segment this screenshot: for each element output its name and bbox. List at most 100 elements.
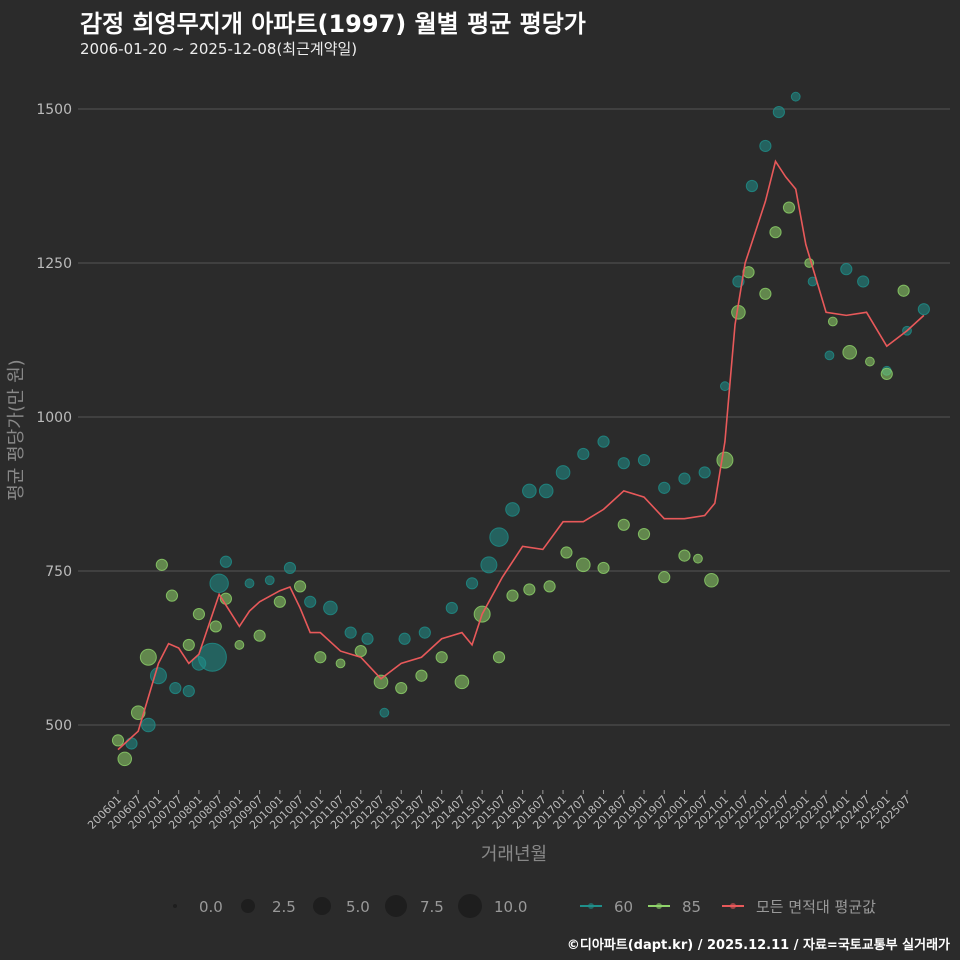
data-point-85 (506, 589, 519, 602)
data-point-85 (782, 201, 796, 214)
size-legend-circle (385, 895, 407, 917)
data-point-60 (219, 555, 232, 568)
data-point-85 (693, 553, 703, 564)
data-point-60 (149, 667, 167, 685)
size-legend-label: 2.5 (272, 898, 296, 916)
data-point-85 (139, 648, 157, 666)
y-ticks: 500 750 1000 1250 1500 (36, 102, 72, 734)
data-point-85 (617, 518, 630, 531)
data-point-85 (678, 549, 691, 562)
legend-dot (730, 903, 736, 909)
data-point-85 (637, 527, 651, 541)
data-point-85 (865, 356, 875, 367)
data-point-60 (745, 179, 758, 193)
y-tick-label: 1500 (36, 102, 72, 118)
size-legend-circle (241, 899, 255, 913)
data-point-85 (543, 580, 556, 593)
size-legend-circle (313, 897, 331, 915)
data-point-85 (704, 572, 719, 588)
data-point-85 (130, 705, 146, 720)
data-point-85 (192, 608, 206, 621)
data-point-85 (415, 669, 428, 682)
data-point-60 (418, 626, 431, 639)
data-point-85 (354, 644, 367, 658)
data-point-60 (445, 601, 458, 615)
data-point-60 (617, 457, 630, 470)
data-point-85 (253, 629, 266, 642)
data-point-60 (790, 91, 801, 102)
y-tick-label: 1250 (36, 256, 72, 272)
data-point-60 (323, 600, 338, 616)
data-point-60 (577, 447, 590, 461)
data-point-85 (716, 451, 734, 469)
data-point-60 (182, 685, 195, 698)
data-point-60 (720, 381, 730, 392)
size-legend-label: 5.0 (346, 898, 370, 916)
y-tick-label: 750 (45, 564, 72, 580)
legend-label: 60 (614, 898, 633, 916)
data-point-60 (538, 483, 554, 499)
data-point-85 (395, 681, 408, 695)
data-point-85 (155, 558, 168, 571)
data-point-60 (125, 737, 138, 750)
size-legend-label: 10.0 (494, 898, 527, 916)
data-point-60 (698, 466, 711, 479)
legend-label: 모든 면적대 평균값 (756, 898, 876, 916)
data-point-85 (842, 345, 857, 360)
data-point-85 (597, 561, 610, 575)
x-ticks: 2006012006072007012007072008012008072009… (85, 790, 913, 832)
legend-label: 85 (682, 898, 701, 916)
data-point-60 (772, 105, 785, 119)
data-point-85 (658, 571, 671, 584)
gridlines (78, 108, 950, 726)
data-point-60 (465, 577, 479, 590)
data-point-60 (304, 595, 317, 608)
data-point-85 (314, 651, 327, 664)
y-tick-label: 500 (45, 718, 72, 734)
data-point-60 (522, 483, 537, 499)
data-point-85 (373, 674, 389, 690)
data-point-60 (489, 527, 509, 547)
data-point-85 (234, 640, 245, 650)
data-point-60 (597, 435, 610, 448)
caption: ©디아파트(dapt.kr) / 2025.12.11 / 자료=국토교통부 실… (566, 938, 950, 953)
data-point-60 (678, 472, 691, 485)
data-point-60 (283, 561, 297, 575)
data-point-85 (880, 367, 893, 380)
data-point-60 (398, 632, 411, 645)
data-point-85 (209, 620, 222, 633)
data-point-85 (897, 284, 910, 297)
x-axis-label: 거래년월 (481, 844, 547, 865)
data-point-60 (658, 481, 671, 494)
y-tick-label: 1000 (36, 410, 72, 426)
data-point-85 (165, 589, 179, 602)
data-point-85 (759, 287, 772, 300)
y-axis-label: 평균 평당가(만 원) (6, 359, 27, 500)
legend-dot (588, 903, 594, 909)
data-point-85 (827, 316, 838, 327)
data-point-85 (492, 651, 506, 664)
data-point-85 (273, 595, 286, 608)
data-point-60 (344, 626, 357, 639)
data-point-60 (857, 275, 870, 288)
data-point-85 (560, 546, 573, 559)
legend: 0.0 2.5 5.0 7.5 10.0 60 85 모든 면적대 평균값 (173, 894, 876, 918)
chart-subtitle: 2006-01-20 ~ 2025-12-08(최근계약일) (80, 40, 358, 58)
data-point-85 (335, 658, 346, 669)
scatter-points (111, 91, 930, 767)
data-point-60 (917, 303, 930, 316)
size-legend-label: 0.0 (199, 898, 223, 916)
data-point-60 (209, 573, 229, 594)
data-point-60 (141, 717, 156, 733)
chart-title: 감정 희영무지개 아파트(1997) 월별 평균 평당가 (80, 10, 586, 38)
data-point-85 (117, 751, 133, 767)
data-point-60 (555, 465, 571, 480)
data-point-60 (824, 350, 835, 361)
data-point-60 (505, 502, 520, 517)
data-point-85 (576, 557, 591, 573)
data-point-85 (435, 651, 448, 664)
size-legend-label: 7.5 (420, 898, 444, 916)
legend-dot (656, 903, 662, 909)
data-point-60 (379, 707, 390, 718)
size-legend-circle (458, 894, 482, 918)
